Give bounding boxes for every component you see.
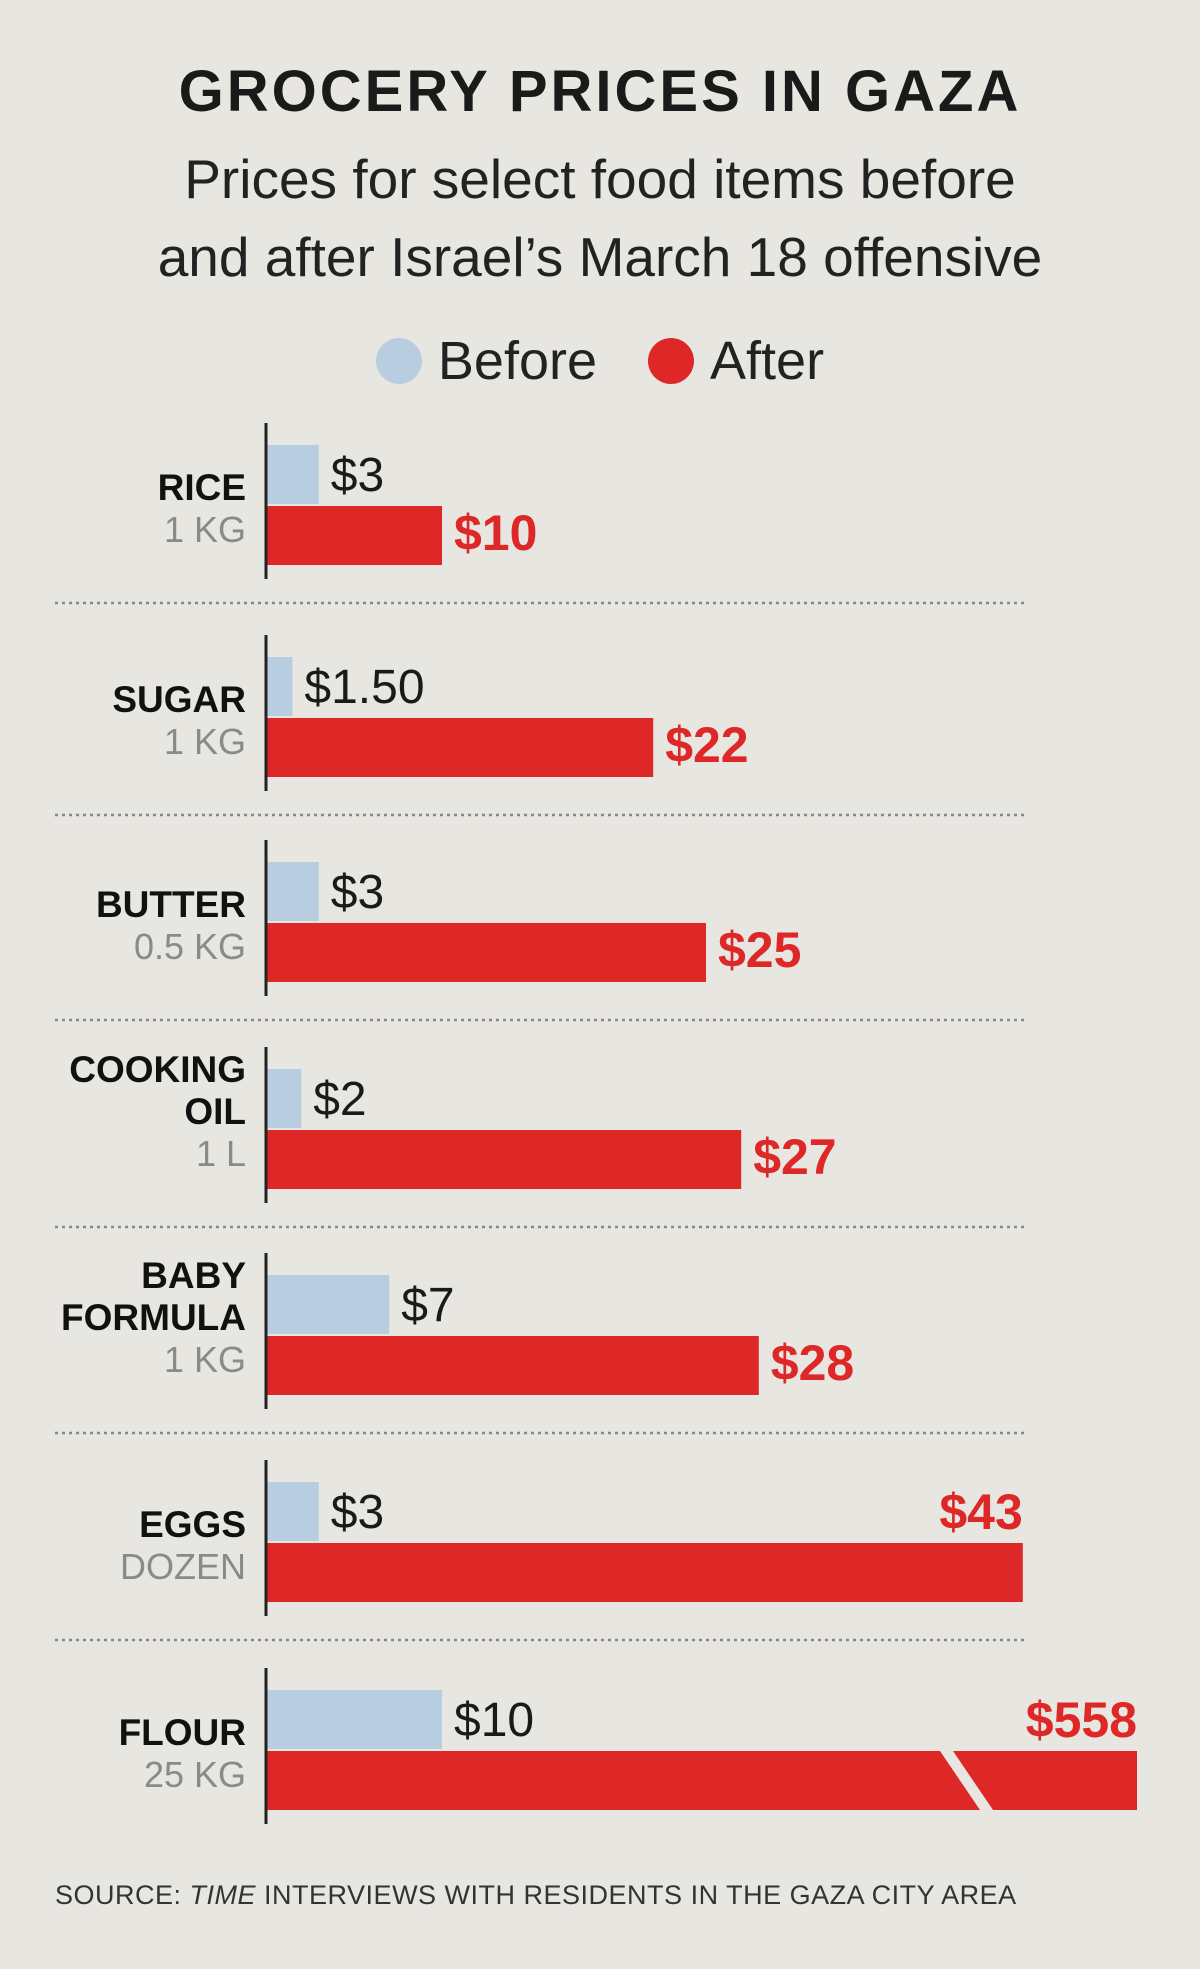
subtitle-line-2: and after Israel’s March 18 offensive — [157, 226, 1043, 288]
source-prefix: SOURCE: — [55, 1880, 190, 1910]
category-label: FLOUR — [119, 1712, 246, 1753]
before-bar — [266, 1690, 442, 1749]
after-bar — [266, 923, 706, 982]
before-value-label: $3 — [331, 866, 384, 919]
after-value-label: $558 — [1026, 1692, 1137, 1748]
before-bar — [266, 1069, 302, 1128]
category-unit: 0.5 KG — [134, 926, 246, 967]
category-label: BUTTER — [96, 884, 246, 925]
before-value-label: $2 — [313, 1073, 366, 1126]
after-bar — [266, 506, 442, 565]
legend: Before After — [0, 330, 1200, 397]
after-bar — [266, 1751, 1137, 1810]
after-value-label: $27 — [753, 1129, 836, 1185]
category-unit: 1 KG — [164, 1339, 246, 1380]
after-bar — [266, 718, 654, 777]
legend-swatch-before — [375, 338, 422, 384]
after-value-label: $10 — [454, 505, 537, 561]
before-bar — [266, 862, 319, 921]
before-bar — [266, 1482, 319, 1541]
chart-title: GROCERY PRICES IN GAZA — [178, 59, 1022, 124]
legend-label-after: After — [710, 331, 825, 391]
before-value-label: $10 — [454, 1694, 534, 1747]
source-rest: INTERVIEWS WITH RESIDENTS IN THE GAZA CI… — [256, 1880, 1017, 1910]
legend-swatch-after — [648, 338, 695, 384]
category-label: OIL — [184, 1091, 246, 1132]
before-bar — [266, 1275, 390, 1334]
category-unit: 1 KG — [164, 509, 246, 550]
category-label: FORMULA — [61, 1297, 246, 1338]
source-note: SOURCE: TIME INTERVIEWS WITH RESIDENTS I… — [55, 1880, 1017, 1911]
after-bar — [266, 1543, 1023, 1602]
chart-subtitle: Prices for select food items before and … — [0, 140, 1200, 296]
after-value-label: $22 — [665, 717, 748, 773]
category-label: SUGAR — [112, 679, 246, 720]
before-value-label: $3 — [331, 1486, 384, 1539]
after-value-label: $43 — [939, 1484, 1022, 1540]
category-label: EGGS — [139, 1504, 246, 1545]
legend-item-before: Before — [375, 330, 598, 392]
category-label: BABY — [141, 1255, 246, 1296]
after-value-label: $28 — [771, 1335, 854, 1391]
axis-break-mark — [940, 1751, 993, 1810]
after-bar — [266, 1336, 759, 1395]
category-unit: 1 L — [196, 1133, 246, 1174]
category-unit: 25 KG — [144, 1754, 246, 1795]
legend-item-after: After — [648, 330, 824, 392]
before-bar — [266, 445, 319, 504]
legend-label-before: Before — [437, 331, 598, 391]
source-publication: TIME — [189, 1880, 257, 1910]
category-unit: DOZEN — [120, 1546, 246, 1587]
after-value-label: $25 — [718, 922, 801, 978]
before-value-label: $7 — [401, 1279, 454, 1332]
before-bar — [266, 657, 293, 716]
before-value-label: $1.50 — [304, 661, 424, 714]
category-label: COOKING — [69, 1049, 246, 1090]
category-unit: 1 KG — [164, 721, 246, 762]
after-bar — [266, 1130, 742, 1189]
category-label: RICE — [158, 467, 246, 508]
subtitle-line-1: Prices for select food items before — [184, 148, 1016, 210]
before-value-label: $3 — [331, 449, 384, 502]
